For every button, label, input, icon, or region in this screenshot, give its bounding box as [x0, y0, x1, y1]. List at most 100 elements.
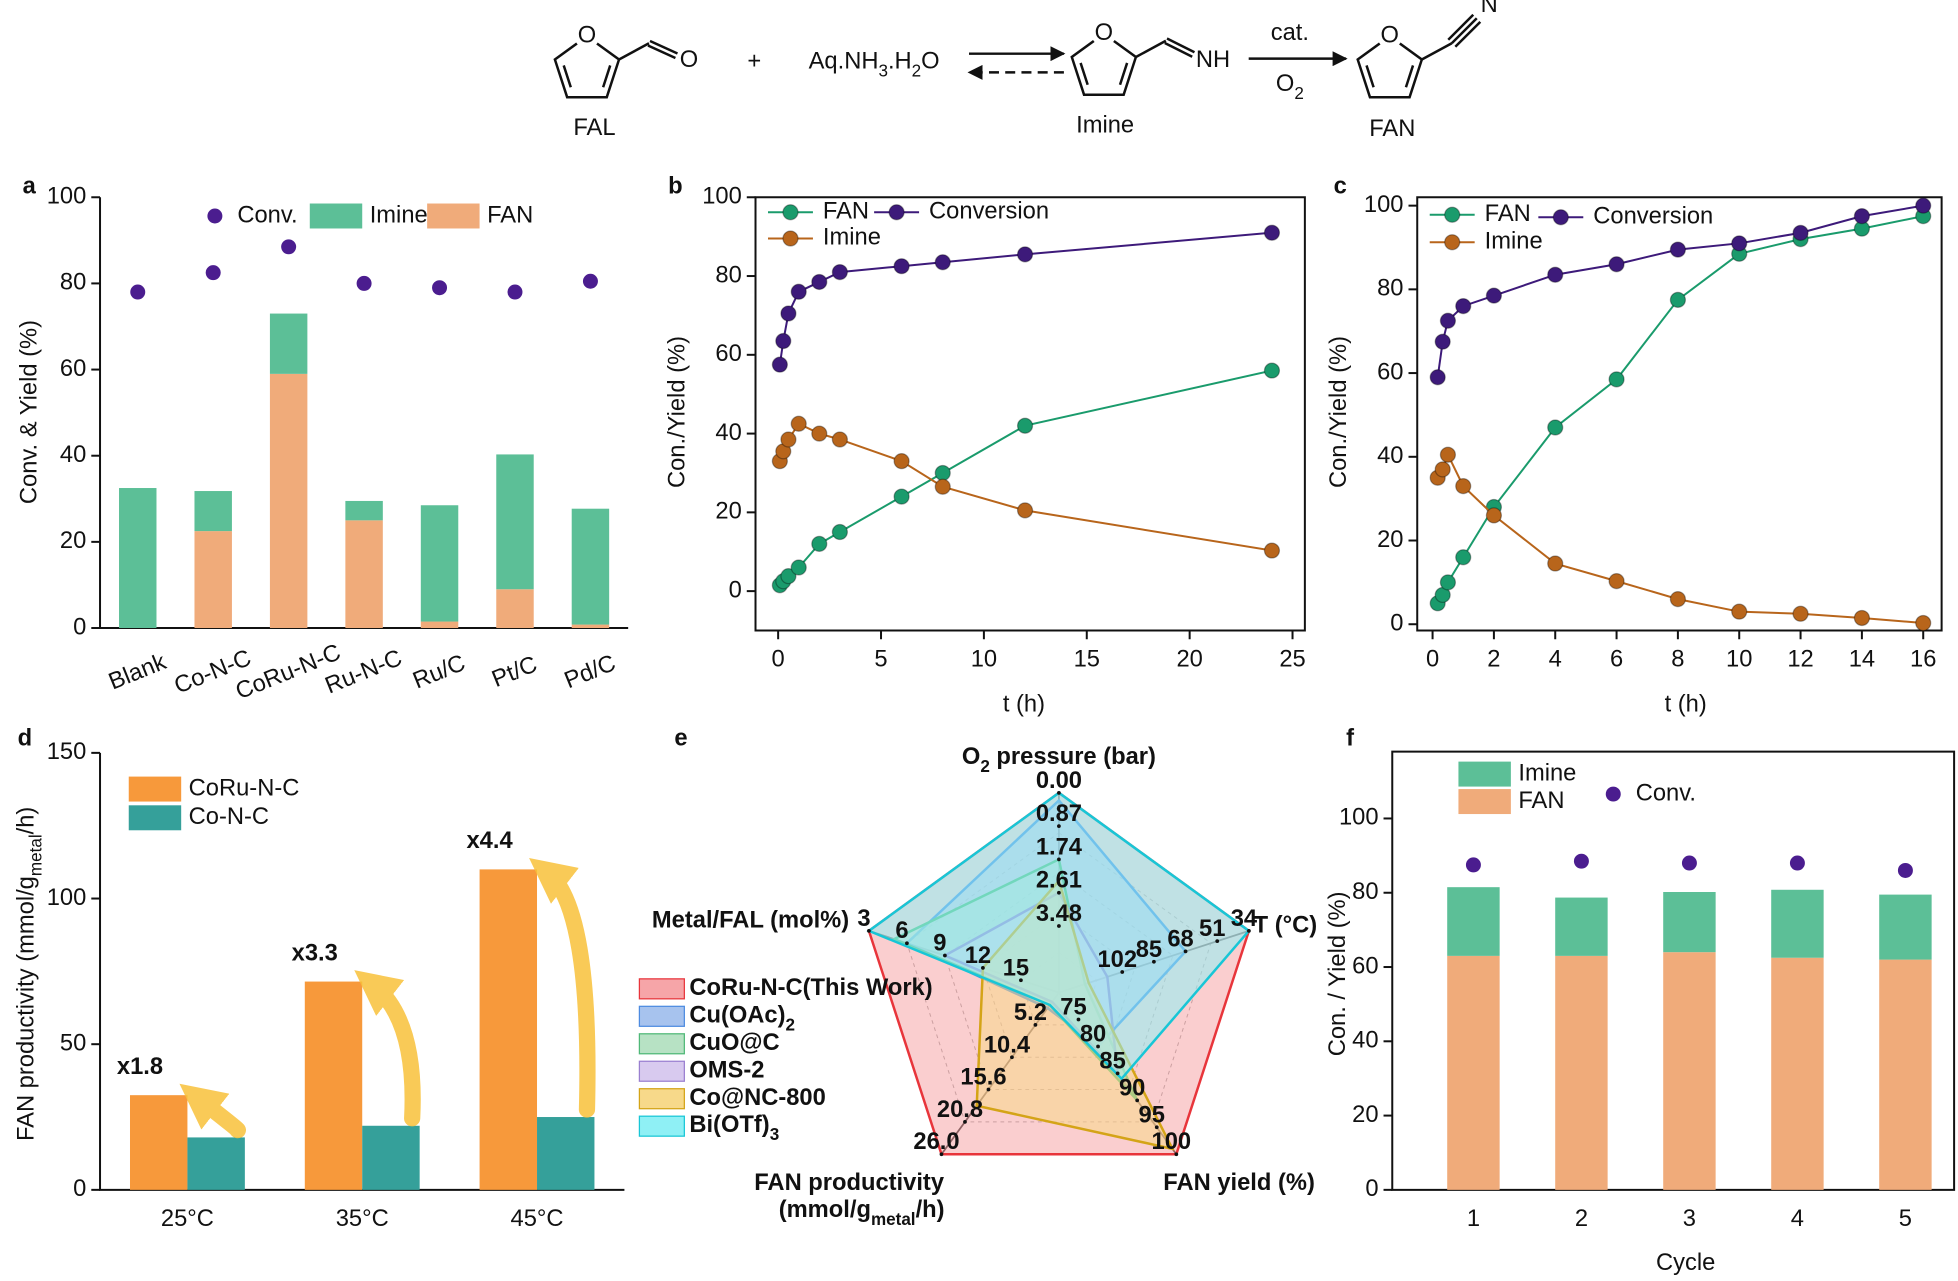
bar-segment — [420, 505, 459, 622]
x-tick-label: 5 — [874, 647, 887, 673]
legend-label: Imine — [823, 225, 881, 251]
x-tick-label: 45°C — [511, 1206, 564, 1232]
legend-label: Co@NC-800 — [689, 1085, 825, 1111]
panel-label: d — [18, 725, 32, 751]
radar-axis-label: FAN yield (%) — [1163, 1170, 1315, 1196]
double-bond — [1079, 62, 1089, 86]
double-bond — [1118, 62, 1129, 86]
legend-label: FAN — [1485, 201, 1531, 227]
x-tick-label: 2 — [1575, 1206, 1588, 1232]
triple-bond — [1450, 17, 1478, 45]
compound-label: FAN — [1369, 116, 1415, 142]
legend-swatch — [638, 1033, 685, 1055]
radar-tick-label: 2.61 — [1036, 868, 1082, 894]
radar-tick — [905, 941, 909, 946]
conversion-marker — [1573, 853, 1589, 869]
atom-label: O — [1095, 20, 1113, 46]
panel-label: a — [23, 174, 37, 200]
data-point — [1439, 312, 1457, 329]
data-point — [1731, 603, 1748, 620]
y-tick-label: 60 — [60, 356, 86, 382]
double-bond — [1404, 65, 1415, 88]
data-point — [831, 431, 848, 448]
y-tick-label: 0 — [729, 577, 742, 603]
conversion-marker — [1897, 862, 1913, 878]
radar-tick-label: 15 — [1003, 955, 1029, 981]
legend-label: Bi(OTf)3 — [689, 1112, 779, 1144]
x-axis-label: Cycle — [1656, 1250, 1715, 1276]
triple-bond — [1454, 20, 1482, 48]
legend-label: FAN — [823, 199, 869, 225]
y-tick-label: 0 — [73, 1176, 86, 1202]
atom-label: O — [1381, 22, 1399, 48]
double-bond — [647, 44, 676, 60]
growth-arrow — [529, 857, 596, 1118]
data-point — [790, 283, 807, 300]
radar-tick — [1183, 949, 1188, 954]
text-part: 2 — [980, 757, 989, 776]
series-line — [1436, 215, 1924, 604]
y-axis-label: Con. / Yield (%) — [1325, 891, 1351, 1056]
radar-tick — [943, 953, 947, 958]
data-point — [1853, 207, 1871, 225]
data-point — [1915, 197, 1932, 214]
fold-annotation: x1.8 — [117, 1054, 163, 1080]
series-line — [779, 369, 1273, 586]
radar-tick-label: 3.48 — [1036, 901, 1082, 927]
radar-tick — [1010, 1055, 1014, 1060]
conversion-marker — [205, 265, 221, 281]
bar-segment — [496, 589, 534, 629]
y-axis-label: Conv. & Yield (%) — [16, 320, 42, 504]
bar-segment — [1771, 957, 1824, 1190]
x-tick-label: 3 — [1683, 1206, 1696, 1232]
radar-tick — [1154, 1125, 1159, 1130]
data-point — [780, 305, 797, 322]
text-part: metal — [871, 1210, 916, 1229]
legend-marker — [1444, 234, 1461, 251]
data-point — [934, 478, 951, 495]
legend-swatch — [638, 1005, 685, 1027]
legend-label: CuO@C — [689, 1030, 779, 1056]
y-axis-label: Con./Yield (%) — [1326, 336, 1352, 488]
y-tick-label: 20 — [1352, 1102, 1378, 1128]
atom-mask — [1091, 21, 1117, 47]
bar-segment — [1447, 887, 1500, 956]
y-tick-label: 50 — [60, 1030, 86, 1056]
atom-label: N — [1481, 0, 1498, 18]
y-tick-label: 80 — [1377, 276, 1403, 302]
fold-annotation: x4.4 — [466, 828, 513, 854]
growth-arrow — [179, 1083, 246, 1139]
bar-segment — [420, 621, 459, 629]
radar-tick-label: 1.74 — [1036, 834, 1083, 860]
conversion-marker — [507, 284, 523, 300]
data-point — [1434, 333, 1451, 350]
x-tick-label: 0 — [772, 647, 785, 673]
x-tick-label: Ru/C — [409, 650, 469, 694]
x-tick-label: 35°C — [336, 1206, 389, 1232]
legend-marker — [1605, 786, 1621, 802]
y-tick-label: 80 — [715, 262, 741, 288]
double-bond — [649, 39, 679, 55]
bond — [618, 42, 650, 61]
text-part: 3 — [878, 61, 888, 80]
data-point — [790, 559, 807, 576]
x-tick-label: 10 — [971, 647, 997, 673]
y-tick-label: 40 — [1352, 1028, 1378, 1054]
y-tick-label: 20 — [1377, 527, 1403, 553]
panel-label: e — [674, 725, 687, 751]
legend-label: Conv. — [237, 202, 297, 228]
data-point — [780, 568, 797, 585]
text-part: Aq.NH — [809, 49, 879, 75]
radar-tick — [1057, 924, 1061, 928]
data-point — [1016, 246, 1034, 263]
data-point — [934, 464, 951, 482]
x-tick-label: 15 — [1074, 647, 1100, 673]
data-point — [1547, 555, 1564, 572]
data-point — [1455, 549, 1472, 566]
radar-tick — [1247, 928, 1251, 933]
legend-marker — [1444, 206, 1461, 223]
radar-tick-label: 95 — [1139, 1102, 1165, 1128]
text-part: .H — [888, 49, 912, 75]
furan-ring — [553, 34, 621, 99]
compound-label: Imine — [1076, 112, 1134, 138]
